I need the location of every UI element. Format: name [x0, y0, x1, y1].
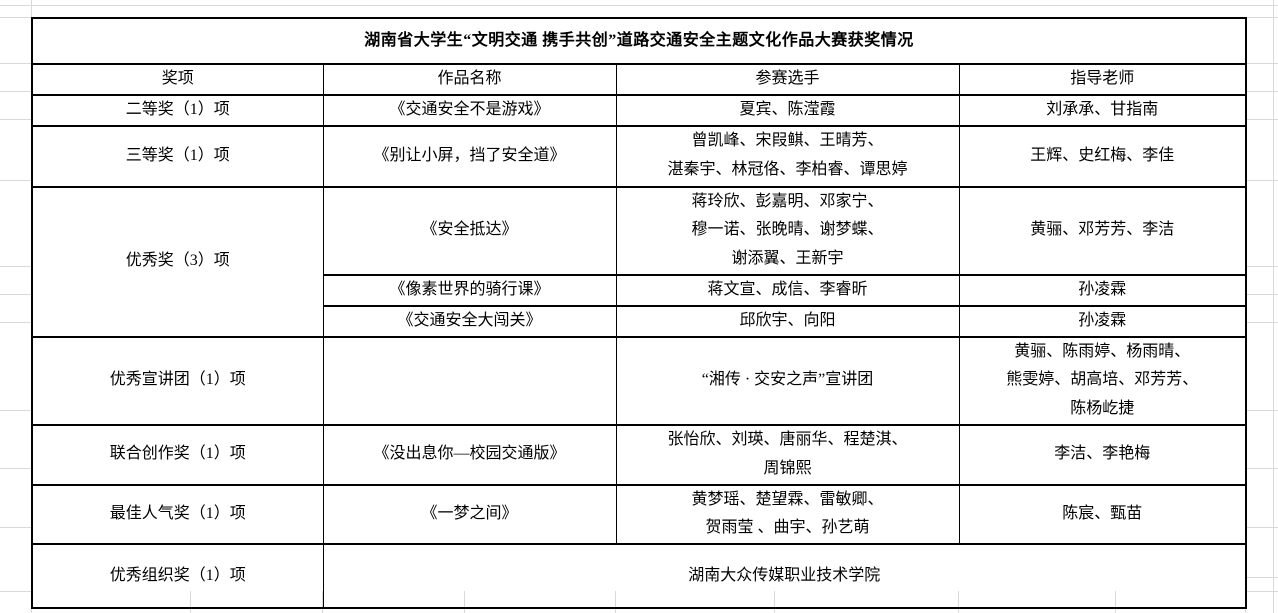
excel-gridline — [1245, 322, 1278, 323]
excel-gridline — [1245, 91, 1278, 92]
teachers-cell: 陈宸、甄苗 — [958, 483, 1247, 546]
header-award: 奖项 — [31, 63, 324, 96]
contestants-cell: 曾凯峰、宋叚鲯、王晴芳、 湛秦宇、林冠佫、李柏睿、谭思婷 — [615, 124, 960, 188]
header-work: 作品名称 — [322, 63, 617, 96]
excel-gridline — [1245, 180, 1278, 181]
award-cell: 三等奖（1）项 — [31, 124, 324, 188]
teachers-cell: 李洁、李艳梅 — [958, 423, 1247, 486]
excel-gridline — [0, 322, 31, 323]
header-contestants: 参赛选手 — [615, 63, 960, 96]
excel-gridline — [0, 5, 1278, 6]
excel-gridline — [0, 527, 31, 528]
excel-gridline — [1245, 119, 1278, 120]
excel-gridline — [0, 91, 31, 92]
contestants-cell: 邱欣宇、向阳 — [615, 304, 960, 338]
table-row: 《像素世界的骑行课》 蒋文宣、成信、李睿昕 孙凌霖 — [32, 273, 1247, 307]
excel-gridline — [0, 410, 31, 411]
contestants-cell: 黄梦瑶、楚望霖、雷敏卿、 贺雨莹 、曲宇、孙艺萌 — [615, 483, 960, 546]
table-row: 联合创作奖（1）项 《没出息你—校园交通版》 张怡欣、刘瑛、唐丽华、程楚淇、 周… — [31, 423, 1247, 486]
teachers-cell: 刘承承、甘指南 — [958, 93, 1247, 127]
table-title: 湖南省大学生“文明交通 携手共创”道路交通安全主题文化作品大赛获奖情况 — [31, 17, 1247, 65]
table-row: 优秀宣讲团（1）项 “湘传 · 交安之声”宣讲团 黄骊、陈雨婷、杨雨晴、 熊雯婷… — [31, 335, 1247, 426]
work-cell: 《像素世界的骑行课》 — [322, 273, 617, 307]
work-cell: 《安全抵达》 — [322, 185, 617, 276]
table-row: 最佳人气奖（1）项 《一梦之间》 黄梦瑶、楚望霖、雷敏卿、 贺雨莹 、曲宇、孙艺… — [31, 483, 1247, 546]
excel-gridline — [1245, 17, 1278, 18]
teachers-cell: 黄骊、陈雨婷、杨雨晴、 熊雯婷、胡高培、邓芳芳、 陈杨屹捷 — [958, 335, 1247, 426]
table-row: 三等奖（1）项 《别让小屏，挡了安全道》 曾凯峰、宋叚鲯、王晴芳、 湛秦宇、林冠… — [31, 124, 1247, 188]
table-row: 二等奖（1）项 《交通安全不是游戏》 夏宾、陈滢霞 刘承承、甘指南 — [31, 93, 1247, 127]
header-teachers: 指导老师 — [958, 63, 1247, 96]
teachers-cell: 王辉、史红梅、李佳 — [958, 124, 1247, 188]
excel-gridline — [1245, 591, 1278, 592]
excel-gridline — [31, 0, 32, 17]
excel-gridline — [1245, 468, 1278, 469]
excel-gridline — [0, 17, 31, 18]
excel-gridline — [0, 63, 31, 64]
excel-gridline — [1245, 266, 1278, 267]
excel-gridline — [1245, 294, 1278, 295]
table-row: 《交通安全大闯关》 邱欣宇、向阳 孙凌霖 — [32, 304, 1247, 338]
table-row: 优秀奖（3）项 《安全抵达》 蒋玲欣、彭嘉明、邓家宁、 穆一诺、张晚晴、谢梦蝶、… — [31, 185, 1247, 338]
award-cell: 最佳人气奖（1）项 — [31, 483, 324, 546]
header-row: 奖项 作品名称 参赛选手 指导老师 — [31, 63, 1247, 96]
award-cell: 优秀宣讲团（1）项 — [31, 335, 324, 426]
award-cell: 优秀奖（3）项 — [31, 185, 324, 338]
contestants-cell: “湘传 · 交安之声”宣讲团 — [615, 335, 960, 426]
excel-gridline — [0, 468, 31, 469]
work-cell: 《一梦之间》 — [322, 483, 617, 546]
work-cell — [322, 335, 617, 426]
excel-gridline — [1245, 63, 1278, 64]
contestants-cell: 张怡欣、刘瑛、唐丽华、程楚淇、 周锦熙 — [615, 423, 960, 486]
excel-gridline — [1273, 0, 1274, 613]
contestants-cell: 蒋玲欣、彭嘉明、邓家宁、 穆一诺、张晚晴、谢梦蝶、 谢添翼、王新宇 — [615, 185, 960, 276]
contestants-cell: 夏宾、陈滢霞 — [615, 93, 960, 127]
title-row: 湖南省大学生“文明交通 携手共创”道路交通安全主题文化作品大赛获奖情况 — [31, 17, 1247, 65]
award-cell: 联合创作奖（1）项 — [31, 423, 324, 486]
merged-organization-cell: 湖南大众传媒职业技术学院 — [322, 543, 1247, 610]
excel-gridline — [1245, 527, 1278, 528]
award-cell: 二等奖（1）项 — [31, 93, 324, 127]
teachers-cell: 黄骊、邓芳芳、李洁 — [958, 185, 1247, 276]
award-cell: 优秀组织奖（1）项 — [31, 543, 324, 610]
excel-gridline — [0, 294, 31, 295]
excel-gridline — [1245, 577, 1278, 578]
work-cell: 《交通安全大闯关》 — [322, 304, 617, 338]
excel-gridline — [0, 591, 31, 592]
work-cell: 《交通安全不是游戏》 — [322, 93, 617, 127]
work-cell: 《别让小屏，挡了安全道》 — [322, 124, 617, 188]
table-row: 优秀组织奖（1）项 湖南大众传媒职业技术学院 — [31, 543, 1247, 610]
excel-gridline — [0, 266, 31, 267]
work-cell: 《没出息你—校园交通版》 — [322, 423, 617, 486]
excel-gridline — [0, 180, 31, 181]
teachers-cell: 孙凌霖 — [958, 304, 1247, 338]
awards-table: 湖南省大学生“文明交通 携手共创”道路交通安全主题文化作品大赛获奖情况 奖项 作… — [31, 17, 1248, 610]
contestants-cell: 蒋文宣、成信、李睿昕 — [615, 273, 960, 307]
excel-gridline — [1245, 410, 1278, 411]
teachers-cell: 孙凌霖 — [958, 273, 1247, 307]
excel-gridline — [0, 119, 31, 120]
